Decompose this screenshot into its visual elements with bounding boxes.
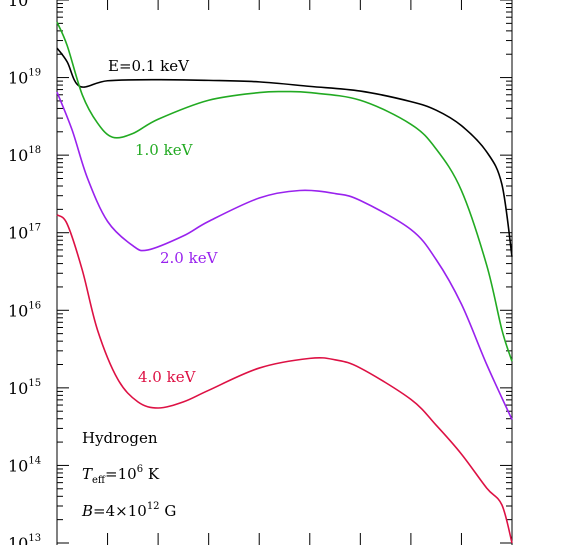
annotation-part: eff <box>92 475 106 486</box>
y-tick-exponent: 14 <box>28 455 41 466</box>
series-label: 1.0 keV <box>135 141 194 159</box>
y-tick-exponent: 15 <box>28 378 41 389</box>
annotation: Teff=106 K <box>82 464 160 486</box>
y-tick-exponent: 13 <box>28 533 41 544</box>
annotation-part: K <box>143 465 160 483</box>
series-line <box>56 91 513 420</box>
annotation-part: 6 <box>137 464 143 475</box>
y-tick-base: 10 <box>8 69 28 88</box>
y-tick-base: 10 <box>8 379 28 398</box>
y-tick-exponent: 17 <box>28 223 41 234</box>
annotation-part: B <box>81 502 93 520</box>
y-tick-base: 10 <box>8 456 28 475</box>
y-tick-label: 1020 <box>8 0 41 10</box>
y-tick-base: 10 <box>8 224 28 243</box>
annotation-part: 12 <box>147 501 160 512</box>
y-tick-base: 10 <box>8 0 28 10</box>
series-line <box>56 214 513 544</box>
y-tick-exponent: 20 <box>28 0 41 1</box>
series-label: 2.0 keV <box>160 249 219 267</box>
y-tick-label: 1013 <box>8 533 41 545</box>
y-tick-base: 10 <box>8 301 28 320</box>
y-tick-base: 10 <box>8 534 28 545</box>
y-tick-label: 1017 <box>8 223 41 243</box>
y-tick-exponent: 16 <box>28 300 41 311</box>
y-tick-base: 10 <box>8 146 28 165</box>
y-tick-exponent: 19 <box>28 68 41 79</box>
annotation-part: =10 <box>105 465 137 483</box>
y-tick-label: 1016 <box>8 300 41 320</box>
y-tick-label: 1019 <box>8 68 41 88</box>
y-tick-exponent: 18 <box>28 145 41 156</box>
series-label: 4.0 keV <box>138 368 197 386</box>
series-line <box>56 21 513 362</box>
annotation-part: =4×10 <box>93 502 147 520</box>
annotation: B=4×1012 G <box>81 501 176 520</box>
y-tick-label: 1015 <box>8 378 41 398</box>
annotation-part: T <box>82 465 93 483</box>
series-label: E=0.1 keV <box>108 57 190 75</box>
annotation-part: G <box>160 502 177 520</box>
y-tick-label: 1014 <box>8 455 41 475</box>
annotation: Hydrogen <box>82 429 158 447</box>
annotations: Hydrogen Teff=106 K B=4×1012 G <box>81 429 176 520</box>
y-tick-label: 1018 <box>8 145 41 165</box>
series-line <box>56 47 513 257</box>
